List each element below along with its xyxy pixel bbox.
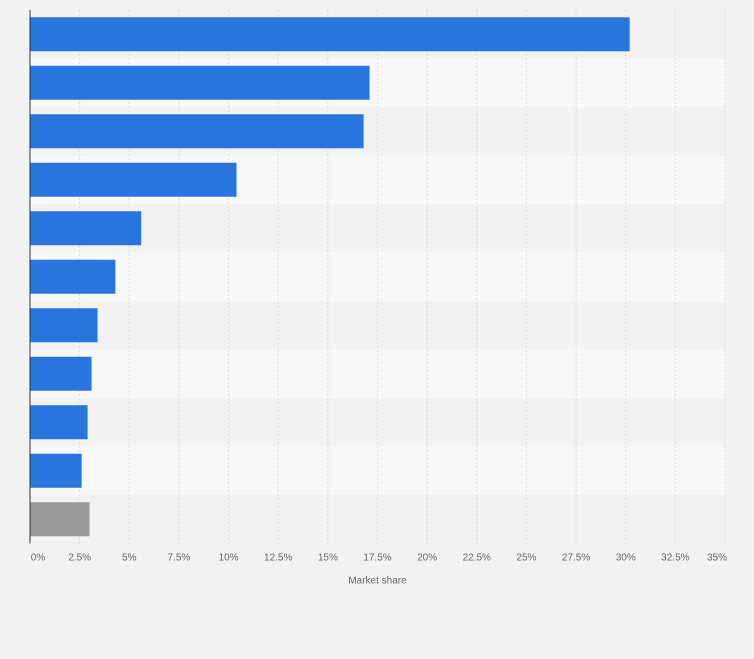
bar bbox=[30, 65, 370, 100]
bar bbox=[30, 308, 98, 343]
row-band bbox=[30, 349, 725, 398]
bar bbox=[30, 502, 90, 537]
row-band bbox=[30, 252, 725, 301]
bar bbox=[30, 405, 88, 440]
x-tick-label: 27.5% bbox=[562, 553, 590, 564]
x-tick-label: 10% bbox=[219, 553, 239, 564]
x-tick-label: 15% bbox=[318, 553, 338, 564]
x-tick-label: 25% bbox=[516, 553, 536, 564]
x-tick-label: 35% bbox=[707, 553, 727, 564]
x-tick-label: 32.5% bbox=[661, 553, 689, 564]
bar bbox=[30, 356, 92, 391]
bar bbox=[30, 259, 116, 294]
bar bbox=[30, 211, 142, 246]
bar bbox=[30, 453, 82, 488]
x-tick-label: 22.5% bbox=[463, 553, 491, 564]
row-band bbox=[30, 204, 725, 253]
x-tick-label: 30% bbox=[616, 553, 636, 564]
bars bbox=[30, 17, 630, 537]
x-tick-label: 7.5% bbox=[168, 553, 191, 564]
bar bbox=[30, 114, 364, 149]
x-tick-labels: 0% 2.5% 5% 7.5% 10% 12.5% 15% 17.5% 20% 22.5% 25% 2… bbox=[31, 553, 727, 564]
x-tick-label: 20% bbox=[417, 553, 437, 564]
x-tick-label: 2.5% bbox=[68, 553, 91, 564]
x-axis-title: Market share bbox=[348, 576, 407, 587]
bar bbox=[30, 162, 237, 197]
row-band bbox=[30, 301, 725, 350]
bar bbox=[30, 17, 630, 52]
x-tick-label: 12.5% bbox=[264, 553, 292, 564]
x-tick-label: 17.5% bbox=[363, 553, 391, 564]
x-tick-label: 5% bbox=[122, 553, 137, 564]
x-tick-label: 0% bbox=[31, 553, 46, 564]
